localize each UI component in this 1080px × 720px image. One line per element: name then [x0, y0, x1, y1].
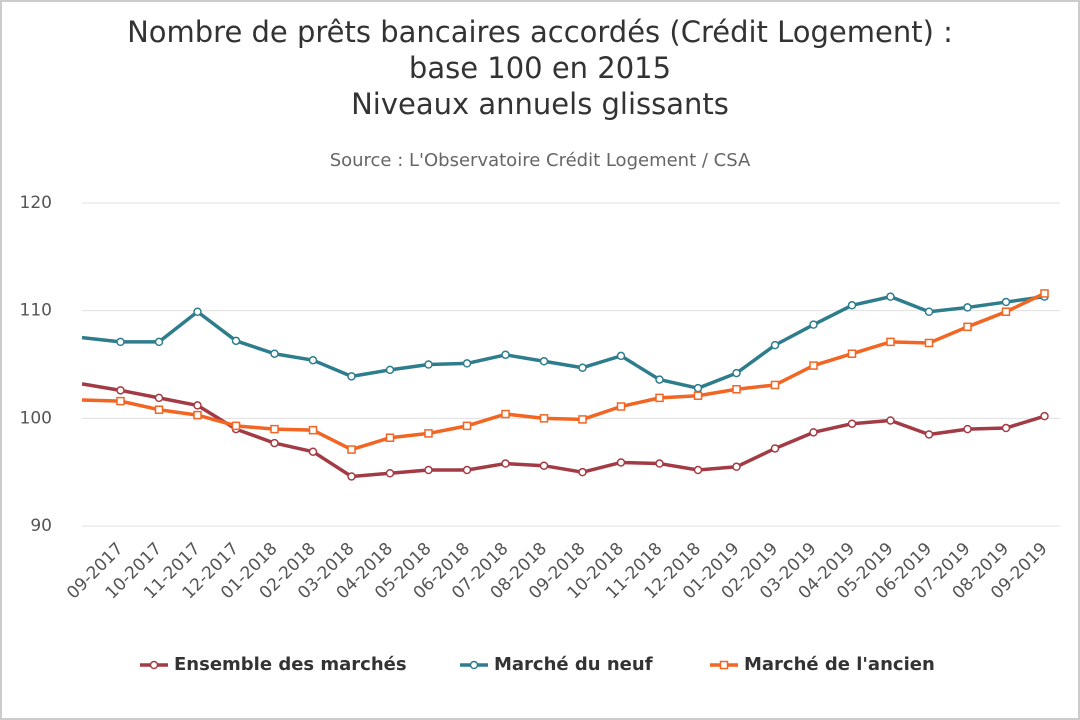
point: [308, 355, 318, 365]
point: [693, 383, 703, 393]
point: [886, 292, 895, 301]
point: [193, 410, 202, 420]
legend-marker: [149, 660, 159, 670]
point: [655, 393, 664, 403]
point: [270, 438, 279, 448]
point: [501, 459, 510, 468]
point: [1040, 411, 1049, 421]
point: [308, 425, 318, 435]
chart-title: base 100 en 2015: [409, 51, 671, 85]
point: [963, 322, 972, 332]
point: [154, 405, 164, 414]
point: [655, 375, 664, 384]
point: [924, 307, 934, 316]
point: [385, 433, 395, 442]
point: [616, 402, 626, 411]
point: [578, 467, 587, 477]
point: [501, 409, 510, 419]
point: [231, 421, 241, 431]
point: [270, 349, 279, 358]
y-tick-label: 90: [30, 516, 52, 536]
point: [1001, 307, 1011, 316]
point: [770, 444, 780, 453]
point: [578, 415, 587, 424]
chart-subtitle: Source : L'Observatoire Crédit Logement …: [330, 150, 751, 171]
point: [424, 360, 433, 369]
y-tick-label: 120: [20, 193, 52, 213]
point: [347, 472, 356, 481]
point: [732, 368, 741, 378]
point: [347, 445, 356, 454]
point: [270, 424, 279, 434]
legend-marker: [719, 660, 729, 670]
point: [231, 336, 241, 346]
point: [193, 401, 202, 410]
point: [154, 337, 164, 347]
point: [1040, 289, 1049, 298]
legend-label: Marché de l'ancien: [744, 654, 935, 675]
point: [809, 320, 818, 329]
point: [154, 393, 164, 403]
point: [501, 350, 510, 360]
point: [116, 386, 125, 395]
point: [347, 372, 356, 381]
point: [963, 303, 972, 312]
point: [847, 349, 857, 358]
series-line: [81, 382, 1046, 479]
point: [809, 361, 818, 370]
point: [847, 301, 857, 310]
point: [539, 461, 549, 470]
series-line: [81, 291, 1046, 452]
point: [539, 414, 549, 423]
point: [308, 447, 318, 456]
point: [963, 424, 972, 434]
point: [616, 458, 626, 467]
point: [809, 428, 818, 437]
point: [847, 419, 857, 428]
point: [924, 338, 934, 348]
point: [1001, 423, 1011, 433]
point: [116, 337, 125, 347]
point: [770, 340, 780, 350]
point: [770, 380, 780, 390]
y-tick-label: 100: [20, 408, 52, 428]
point: [1001, 297, 1011, 307]
point: [193, 307, 202, 316]
point: [732, 385, 741, 394]
point: [385, 468, 395, 478]
series-line: [81, 294, 1045, 390]
point: [578, 363, 587, 372]
legend-label: Marché du neuf: [494, 654, 653, 675]
point: [424, 465, 433, 475]
point: [616, 351, 626, 361]
legend-label: Ensemble des marchés: [174, 654, 407, 675]
point: [732, 462, 741, 472]
point: [462, 465, 472, 475]
point: [655, 459, 664, 468]
point: [385, 365, 395, 375]
chart-title: Niveaux annuels glissants: [351, 87, 729, 121]
chart-title: Nombre de prêts bancaires accordés (Créd…: [127, 15, 953, 49]
point: [116, 396, 125, 406]
point: [924, 430, 934, 439]
point: [539, 357, 549, 366]
point: [693, 391, 703, 400]
point: [886, 337, 895, 347]
point: [424, 429, 433, 438]
legend-marker: [469, 660, 479, 670]
point: [886, 416, 895, 425]
point: [693, 465, 703, 475]
point: [462, 421, 472, 431]
y-tick-label: 110: [20, 301, 52, 321]
point: [462, 359, 472, 368]
